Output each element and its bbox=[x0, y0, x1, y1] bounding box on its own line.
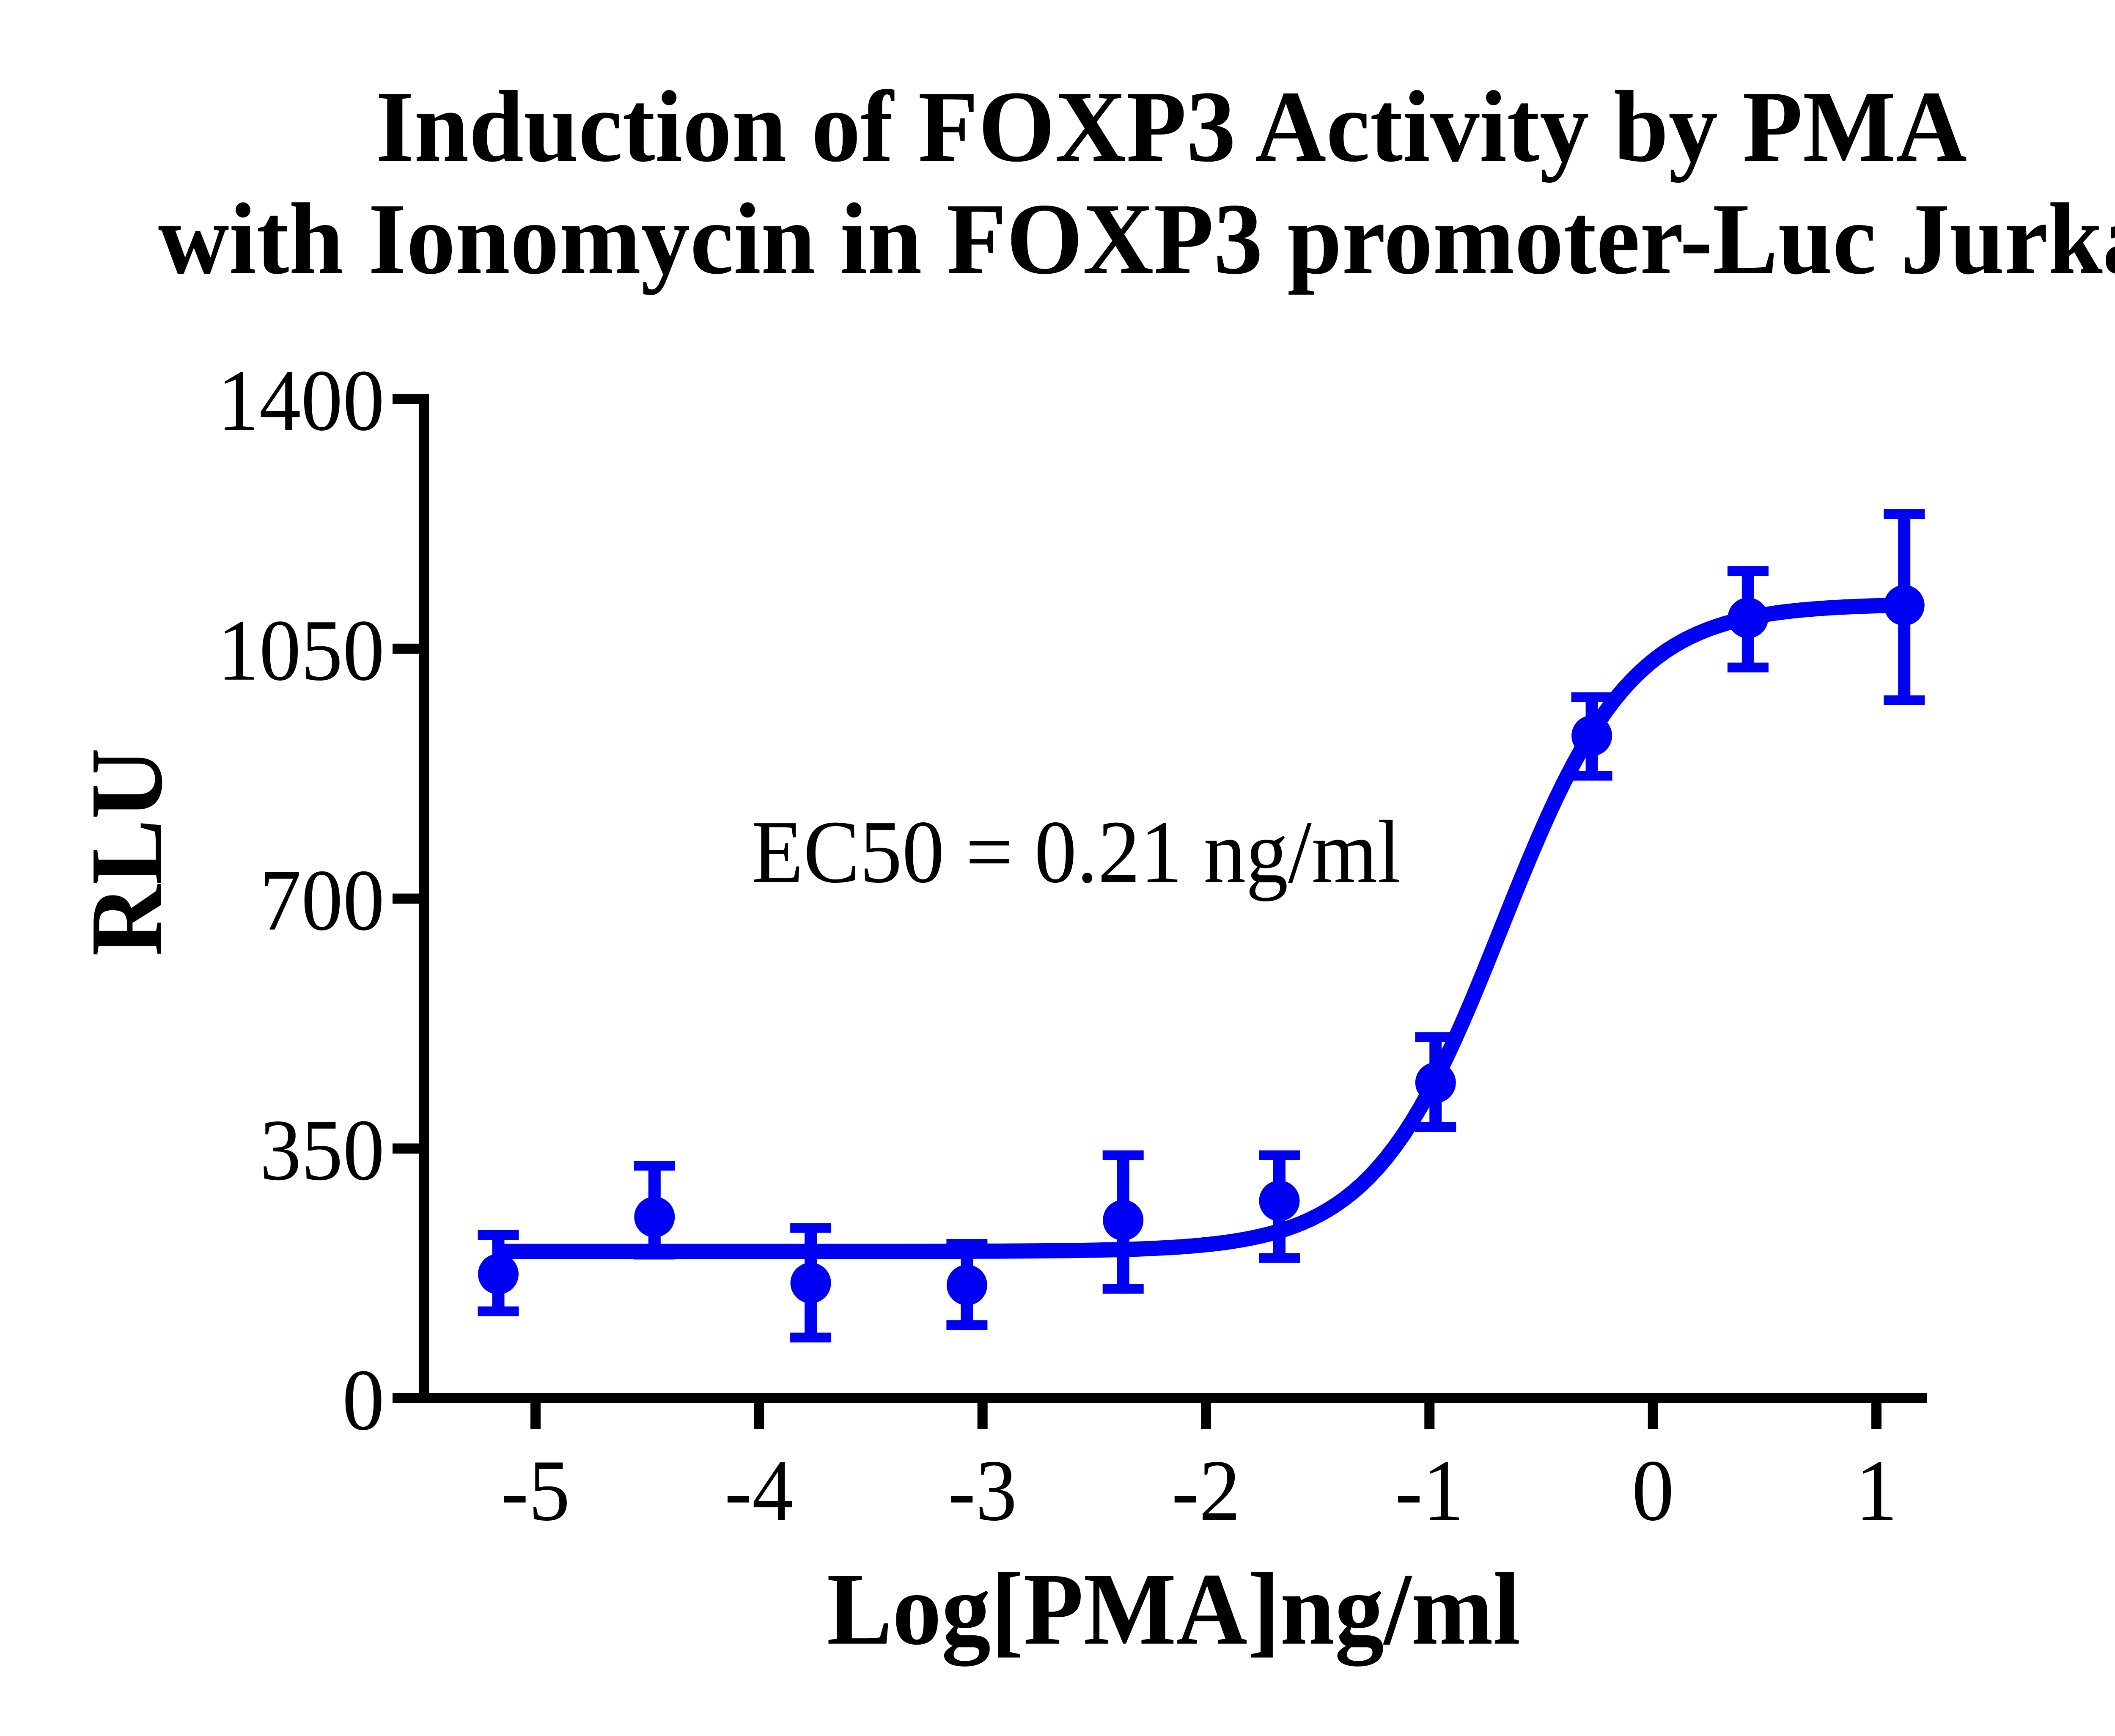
svg-text:-3: -3 bbox=[948, 1442, 1017, 1539]
svg-text:700: 700 bbox=[260, 852, 385, 949]
svg-text:-5: -5 bbox=[501, 1442, 570, 1539]
svg-text:-4: -4 bbox=[725, 1442, 794, 1539]
svg-text:-2: -2 bbox=[1172, 1442, 1241, 1539]
svg-text:0: 0 bbox=[342, 1351, 385, 1448]
svg-text:EC50 = 0.21 ng/ml: EC50 = 0.21 ng/ml bbox=[752, 802, 1401, 901]
svg-text:Induction of FOXP3 Activity by: Induction of FOXP3 Activity by PMA bbox=[376, 70, 1967, 183]
svg-text:1: 1 bbox=[1855, 1442, 1898, 1539]
svg-text:1050: 1050 bbox=[217, 602, 385, 699]
svg-text:with Ionomycin in FOXP3 promot: with Ionomycin in FOXP3 promoter-Luc Jur… bbox=[158, 183, 2115, 296]
svg-text:0: 0 bbox=[1632, 1442, 1674, 1539]
svg-text:1400: 1400 bbox=[217, 352, 385, 449]
svg-text:-1: -1 bbox=[1395, 1442, 1464, 1539]
svg-text:Log[PMA]ng/ml: Log[PMA]ng/ml bbox=[827, 1552, 1521, 1667]
svg-text:350: 350 bbox=[260, 1101, 385, 1198]
svg-text:RLU: RLU bbox=[69, 748, 184, 956]
